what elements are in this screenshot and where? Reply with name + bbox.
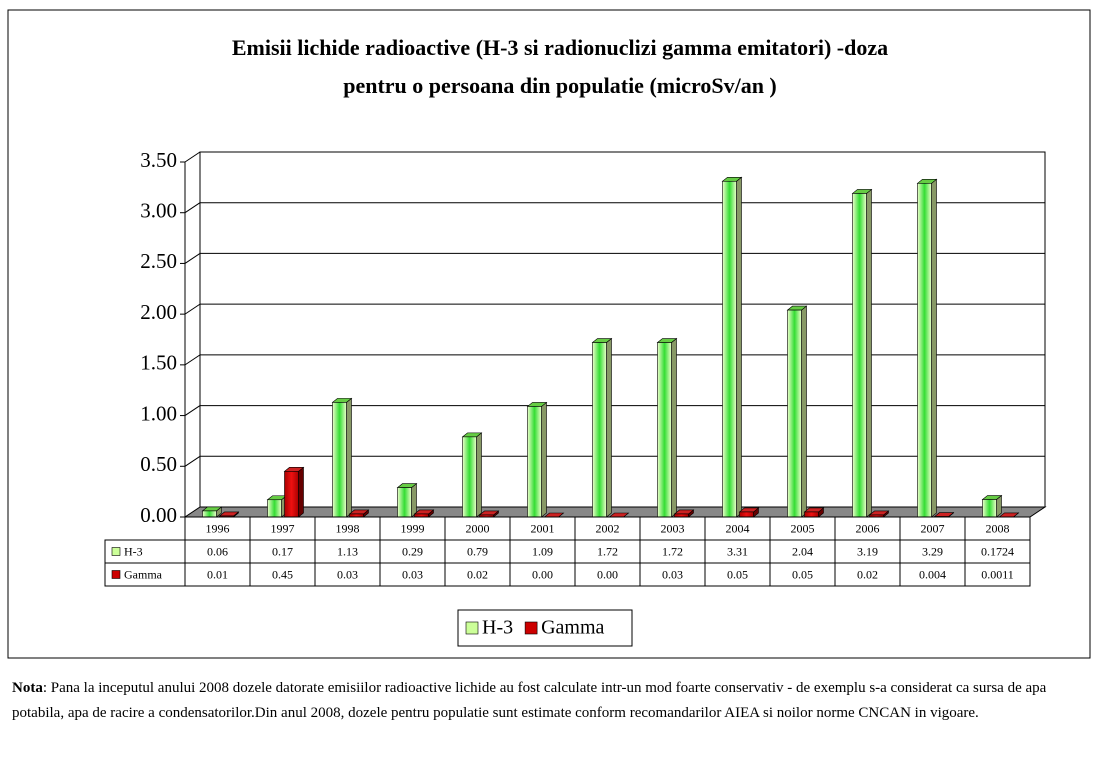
x-tick-label: 2002: [596, 521, 620, 535]
data-label: 0.00: [597, 567, 618, 581]
data-label: 0.1724: [981, 544, 1014, 558]
legend-swatch: [524, 621, 538, 635]
x-tick-label: 2004: [726, 521, 750, 535]
data-label: 0.03: [402, 567, 423, 581]
chart-title: Emisii lichide radioactive (H-3 si radio…: [232, 35, 888, 98]
y-tick-label: 2.50: [140, 249, 177, 273]
bar: [739, 511, 754, 518]
bar-side: [801, 305, 807, 518]
bar-side: [541, 401, 547, 518]
data-label: 0.06: [207, 544, 228, 558]
data-label: 1.09: [532, 544, 553, 558]
x-tick-label: 1996: [206, 521, 230, 535]
data-label: 0.79: [467, 544, 488, 558]
bar: [397, 487, 412, 518]
y-tick-label: 1.50: [140, 351, 177, 375]
bar: [592, 342, 607, 518]
data-label: 1.13: [337, 544, 358, 558]
grid-line: [184, 151, 201, 163]
data-label: 0.0011: [981, 567, 1014, 581]
data-label: 0.17: [272, 544, 293, 558]
bar: [267, 499, 282, 518]
bar-side: [671, 337, 677, 518]
bar: [722, 180, 737, 518]
grid-line: [184, 303, 201, 315]
bar: [787, 309, 802, 518]
x-tick-label: 1999: [401, 521, 425, 535]
y-tick-label: 2.00: [140, 300, 177, 324]
bar: [462, 436, 477, 518]
bar: [284, 471, 299, 518]
bar: [852, 193, 867, 518]
x-tick-label: 2005: [791, 521, 815, 535]
legend-label: H-3: [124, 544, 143, 558]
x-tick-label: 2006: [856, 521, 880, 535]
data-label: 0.45: [272, 567, 293, 581]
legend-swatch: [111, 547, 121, 556]
bar: [982, 499, 997, 518]
bar-side: [866, 188, 872, 518]
legend-swatch: [465, 621, 479, 635]
data-label: 0.03: [337, 567, 358, 581]
bar-side: [931, 178, 937, 518]
x-tick-label: 1998: [336, 521, 360, 535]
bar: [804, 511, 819, 518]
x-tick-label: 2000: [466, 521, 490, 535]
bar-side: [476, 432, 482, 518]
grid-line: [184, 202, 201, 214]
chart-frame: [7, 9, 1091, 659]
data-label: 0.02: [467, 567, 488, 581]
data-label: 0.00: [532, 567, 553, 581]
grid-line: [184, 354, 201, 366]
note-label: Nota: [12, 680, 43, 696]
y-tick-label: 0.00: [140, 503, 177, 527]
data-label: 3.19: [857, 544, 878, 558]
grid-line: [184, 405, 201, 416]
data-label: 1.72: [597, 544, 618, 558]
data-label: 3.31: [727, 544, 748, 558]
data-label: 0.03: [662, 567, 683, 581]
bar-side: [606, 337, 612, 518]
x-tick-label: 2007: [921, 521, 945, 535]
x-tick-label: 2001: [531, 521, 555, 535]
legend-label: Gamma: [541, 617, 604, 639]
bar-side: [346, 397, 352, 518]
y-tick-label: 3.50: [140, 148, 177, 172]
bar: [657, 342, 672, 518]
note: Nota: Pana la inceputul anului 2008 doze…: [12, 676, 1087, 726]
x-tick-label: 1997: [271, 521, 295, 535]
bar-side: [298, 466, 304, 518]
data-label: 3.29: [922, 544, 943, 558]
data-label: 0.01: [207, 567, 228, 581]
note-text: : Pana la inceputul anului 2008 dozele d…: [12, 680, 1047, 721]
bar-side: [736, 176, 742, 518]
data-label: 2.04: [792, 544, 813, 558]
legend-label: H-3: [482, 617, 513, 639]
y-tick-label: 1.00: [140, 401, 177, 425]
bar: [527, 406, 542, 518]
data-label: 0.05: [792, 567, 813, 581]
x-tick-label: 2003: [661, 521, 685, 535]
grid-line: [184, 455, 201, 467]
x-tick-label: 2008: [986, 521, 1010, 535]
data-label: 0.02: [857, 567, 878, 581]
data-label: 0.004: [919, 567, 946, 581]
data-label: 0.29: [402, 544, 423, 558]
grid-line: [184, 253, 201, 264]
bar: [202, 510, 217, 518]
data-label: 1.72: [662, 544, 683, 558]
bar-side: [411, 482, 417, 518]
y-tick-label: 3.00: [140, 199, 177, 223]
data-label: 0.05: [727, 567, 748, 581]
legend-frame: [457, 609, 633, 647]
bar: [332, 402, 347, 518]
y-tick-label: 0.50: [140, 452, 177, 476]
legend-swatch: [111, 570, 121, 579]
legend-label: Gamma: [124, 567, 163, 581]
bar: [917, 183, 932, 518]
